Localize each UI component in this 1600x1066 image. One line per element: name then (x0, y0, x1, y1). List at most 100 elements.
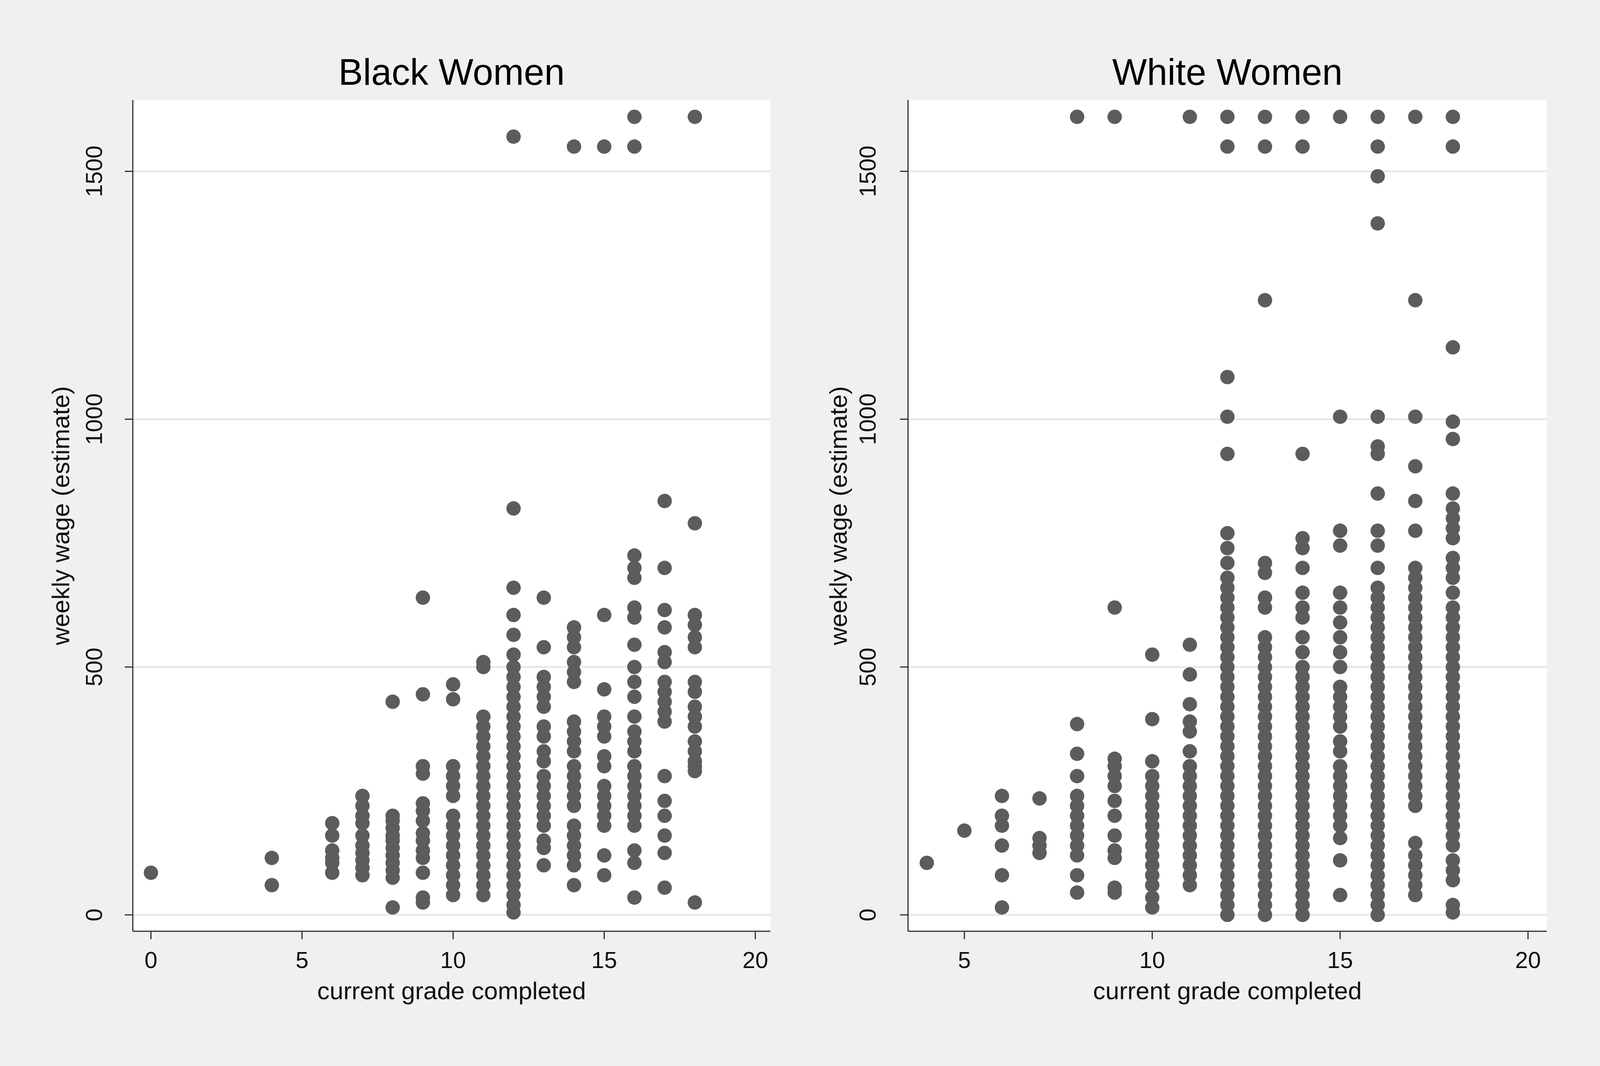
point (566, 858, 582, 873)
x-tick (301, 931, 303, 940)
point (1332, 409, 1348, 424)
point (1107, 109, 1122, 124)
x-tick (150, 931, 152, 940)
points (143, 109, 702, 920)
point (1370, 446, 1385, 462)
title: White Women (1112, 51, 1343, 93)
point (1370, 169, 1385, 184)
point (687, 109, 702, 124)
point (627, 660, 642, 675)
point (476, 888, 491, 903)
point (657, 494, 672, 509)
point (1070, 868, 1085, 883)
point (1332, 615, 1348, 630)
point (1408, 888, 1423, 903)
x-tick (452, 931, 454, 940)
point (627, 548, 642, 563)
point (627, 690, 642, 705)
point (1408, 494, 1423, 509)
point (994, 900, 1010, 915)
point (627, 139, 642, 154)
point (657, 828, 672, 844)
point (1145, 900, 1160, 915)
point (1295, 645, 1310, 660)
point (1370, 216, 1385, 231)
point (1220, 370, 1235, 385)
grid-line (132, 170, 771, 173)
point (597, 848, 612, 863)
point (446, 677, 461, 692)
point (627, 610, 642, 625)
point (1257, 600, 1272, 615)
x-tick-label: 5 (958, 947, 971, 974)
y-axis (907, 100, 909, 932)
point (1295, 139, 1310, 154)
point (536, 858, 551, 873)
y-tick (900, 170, 908, 172)
y-tick (124, 170, 133, 172)
point (1145, 878, 1160, 893)
y-axis (132, 100, 134, 932)
point (1295, 560, 1310, 576)
point (446, 692, 461, 707)
x-tick-label: 15 (1327, 947, 1354, 974)
point (536, 729, 551, 744)
point (1295, 446, 1310, 462)
point (687, 719, 702, 734)
point (536, 754, 551, 769)
point (1220, 109, 1235, 124)
point (446, 789, 461, 804)
point (1295, 610, 1310, 625)
point (1220, 409, 1235, 424)
y-tick (900, 914, 908, 916)
point (476, 660, 491, 675)
point (1295, 585, 1310, 600)
y-tick-label: 1000 (80, 393, 107, 446)
point (1445, 585, 1460, 600)
point (1408, 409, 1423, 424)
point (566, 640, 582, 655)
point (415, 851, 430, 866)
point (657, 714, 672, 730)
y-tick-label: 1500 (854, 145, 881, 198)
point (1070, 717, 1085, 732)
point (1332, 585, 1348, 600)
point (506, 129, 521, 144)
x-axis-label: current grade completed (317, 977, 586, 1005)
x-tick (1151, 931, 1153, 940)
x-tick (1527, 931, 1529, 940)
point (1070, 746, 1085, 762)
point (597, 729, 612, 744)
point (415, 866, 430, 881)
x-tick-label: 10 (1139, 947, 1166, 974)
point (1332, 744, 1348, 759)
point (385, 694, 400, 710)
point (1332, 645, 1348, 660)
point (627, 744, 642, 759)
point (1332, 853, 1348, 868)
point (325, 828, 340, 844)
x-axis-label: current grade completed (1092, 977, 1362, 1005)
point (1445, 139, 1460, 154)
point (566, 139, 582, 154)
x-tick-label: 20 (1515, 947, 1542, 974)
point (1445, 414, 1460, 430)
point (627, 890, 642, 906)
point (687, 618, 702, 633)
point (657, 560, 672, 576)
point (627, 856, 642, 871)
background (0, 0, 1600, 1066)
point (657, 794, 672, 809)
point (627, 709, 642, 724)
title: Black Women (338, 51, 565, 93)
point (536, 841, 551, 856)
point (1145, 754, 1160, 769)
point (657, 808, 672, 824)
point (597, 139, 612, 154)
point (1408, 523, 1423, 538)
y-axis-label: weekly wage (estimate) (824, 386, 852, 646)
point (1445, 432, 1460, 447)
point (1032, 846, 1047, 861)
point (506, 628, 521, 643)
point (597, 682, 612, 697)
